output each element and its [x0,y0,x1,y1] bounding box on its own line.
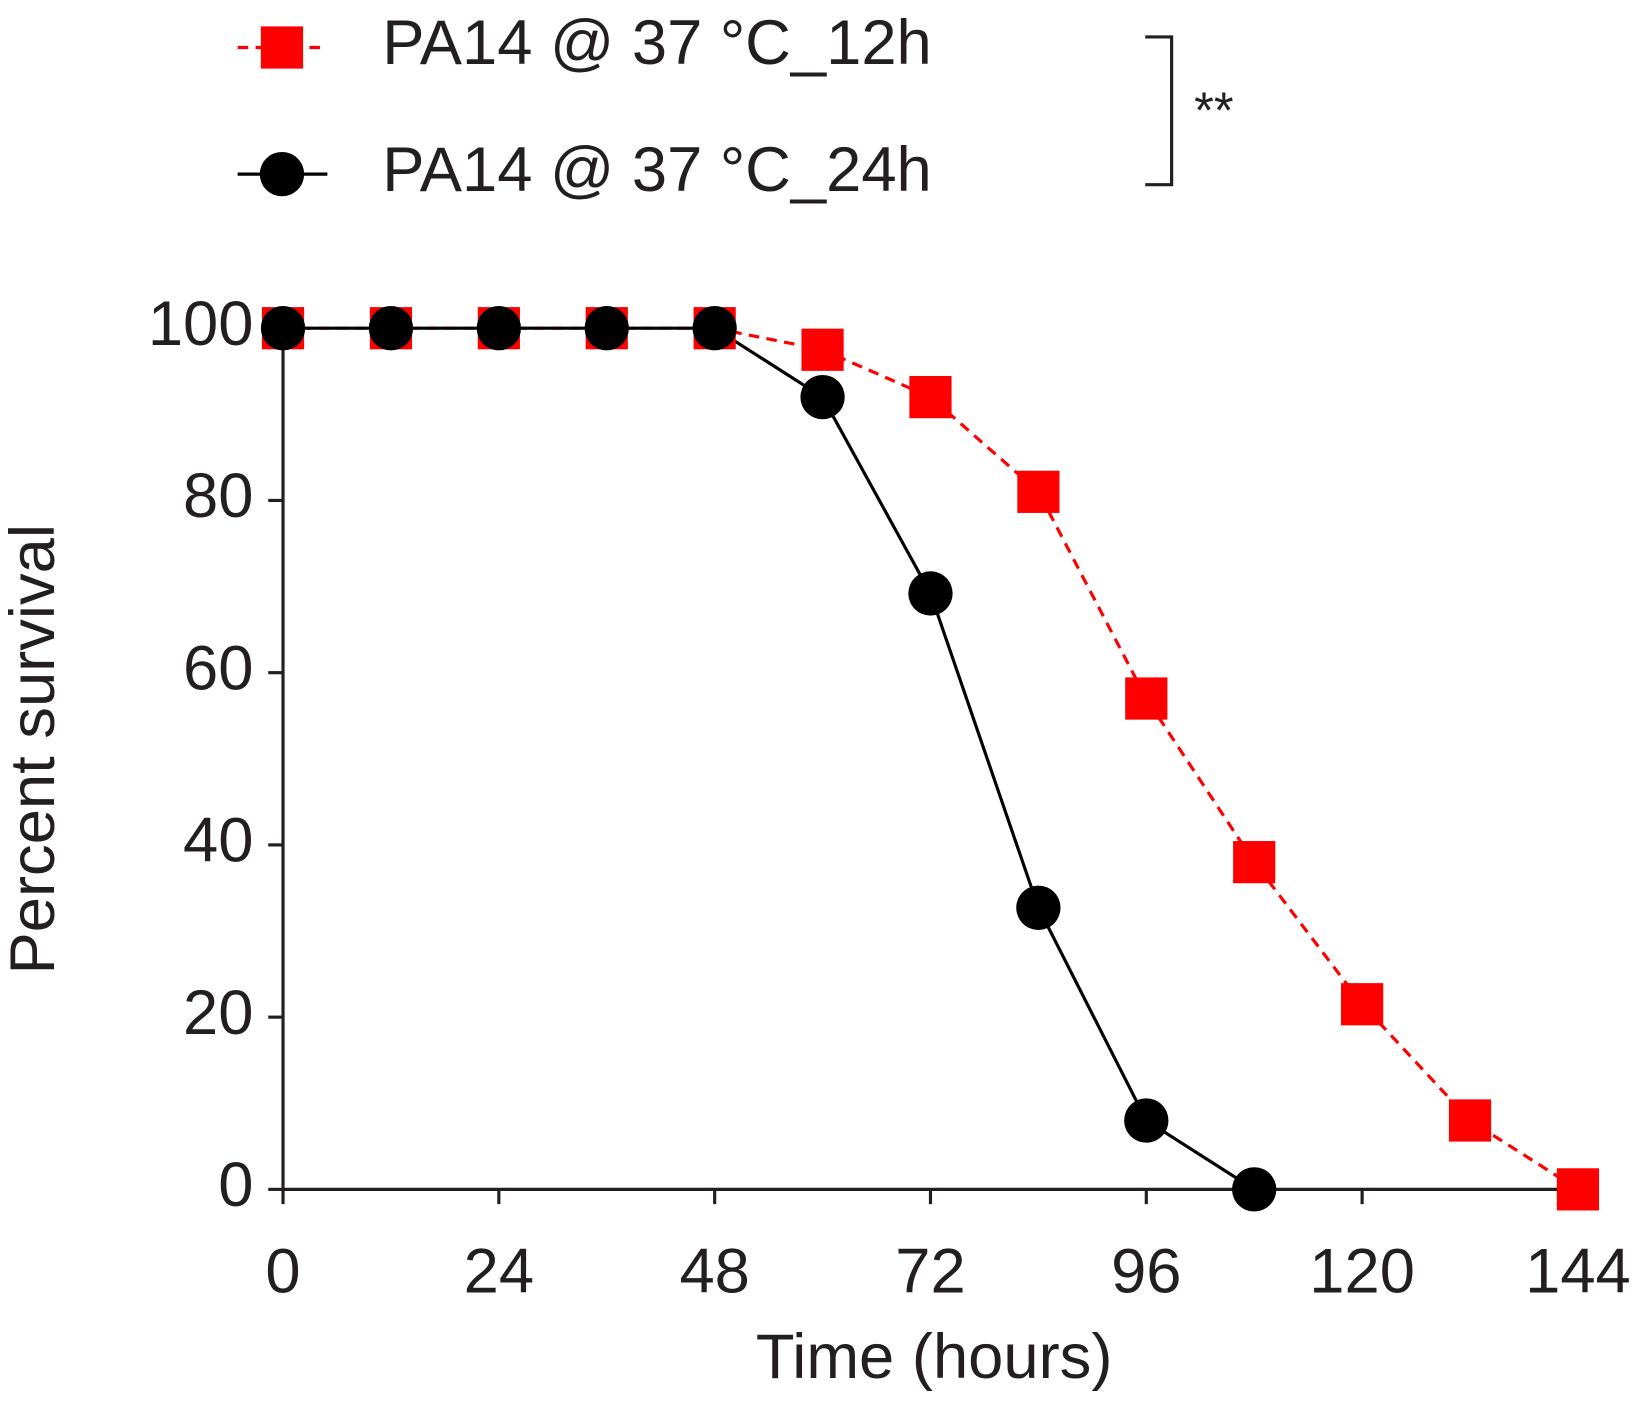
x-tick-label: 144 [1525,1237,1631,1307]
legend-label: PA14 @ 37 °C_12h [382,8,932,78]
data-point [1448,1099,1492,1142]
significance-annotation: ** [1194,81,1233,138]
legend-marker [260,26,304,69]
x-tick-label: 48 [679,1237,749,1307]
data-point [1232,1167,1277,1212]
y-tick-label: 0 [218,1150,253,1220]
y-tick-label: 60 [183,633,253,703]
data-point [1016,885,1061,930]
data-point [1341,983,1384,1026]
x-tick-label: 120 [1309,1237,1415,1307]
y-tick-label: 40 [183,806,253,876]
data-point [692,306,737,351]
data-point [1233,841,1276,884]
data-point [260,306,306,351]
data-point [909,375,952,419]
data-point [1124,1098,1169,1143]
data-point [1125,677,1168,720]
data-point [801,328,844,371]
x-tick-label: 0 [265,1237,300,1307]
x-tick-label: 96 [1111,1237,1181,1307]
data-point [1556,1168,1600,1211]
data-point [1017,470,1060,513]
x-tick-label: 72 [895,1237,965,1307]
series-line [283,326,1579,1191]
legend-marker [259,151,305,197]
y-axis-label: Percent survival [0,524,68,974]
data-point [908,571,953,616]
data-point [368,306,414,351]
series-line [283,326,1256,1191]
data-point [584,306,629,351]
y-tick-label: 80 [183,461,253,531]
data-point [800,374,845,420]
y-tick-label: 100 [148,289,254,359]
data-point [476,306,522,351]
y-tick-label: 20 [183,978,253,1048]
legend-label: PA14 @ 37 °C_24h [382,135,932,205]
x-tick-label: 24 [464,1237,534,1307]
significance-bracket [1145,35,1174,187]
x-axis-label: Time (hours) [756,1322,1112,1392]
